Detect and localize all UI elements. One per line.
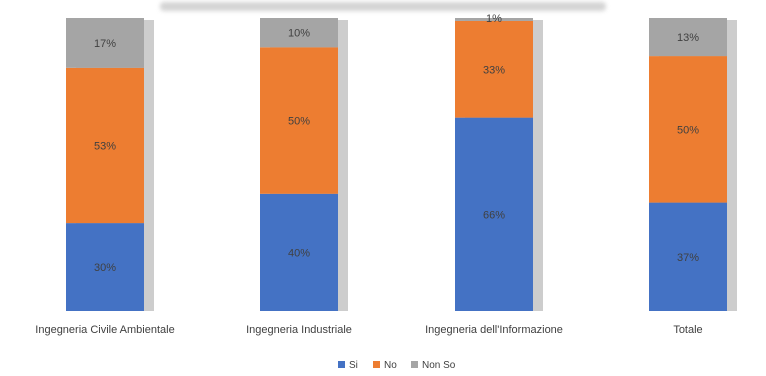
chart-title-blurred [160,2,606,11]
legend-item-si: Si [338,360,358,371]
legend-swatch-non-so [411,361,418,368]
data-label-no-ingegneria-dell-informazione: 33% [483,64,505,76]
x-tick-label-ingegneria-dell-informazione: Ingegneria dell'Informazione [425,324,563,336]
bar-segment-non-so-ingegneria-dell-informazione [455,18,533,21]
bar-segment-si-ingegneria-dell-informazione [455,117,533,312]
bar-segment-si-ingegneria-civile-ambientale [66,223,144,311]
bar-segment-no-ingegneria-industriale [260,47,338,194]
data-label-non-so-ingegneria-civile-ambientale: 17% [94,38,116,50]
legend: Si No Non So [338,360,456,371]
bar-segment-non-so-ingegneria-civile-ambientale [66,18,144,68]
bar-segment-no-totale [649,56,727,203]
data-label-non-so-ingegneria-industriale: 10% [288,28,310,40]
legend-swatch-no [373,361,380,368]
legend-label-si: Si [349,360,358,371]
legend-label-no: No [384,360,397,371]
bar-segment-no-ingegneria-dell-informazione [455,20,533,118]
legend-swatch-si [338,361,345,368]
data-label-no-ingegneria-industriale: 50% [288,116,310,128]
bar-segment-no-ingegneria-civile-ambientale [66,67,144,224]
data-label-non-so-ingegneria-dell-informazione: 1% [486,13,502,25]
legend-item-no: No [373,360,397,371]
data-label-no-ingegneria-civile-ambientale: 53% [94,140,116,152]
data-label-no-totale: 50% [677,124,699,136]
x-tick-label-ingegneria-civile-ambientale: Ingegneria Civile Ambientale [35,324,174,336]
data-label-si-ingegneria-industriale: 40% [288,247,310,259]
data-label-si-ingegneria-dell-informazione: 66% [483,209,505,221]
legend-item-non-so: Non So [411,360,456,371]
data-label-si-totale: 37% [677,252,699,264]
bar-segment-non-so-totale [649,18,727,57]
bar-segment-non-so-ingegneria-industriale [260,18,338,48]
x-tick-label-ingegneria-industriale: Ingegneria Industriale [246,324,352,336]
x-axis-labels: Ingegneria Civile Ambientale Ingegneria I… [35,324,702,336]
data-label-si-ingegneria-civile-ambientale: 30% [94,262,116,274]
bar-segment-si-totale [649,202,727,311]
bars-layer: 30% 53% 17% 40% 50% 10% 66% 33% 1% 37% 50% 13% [66,13,737,312]
data-label-non-so-totale: 13% [677,32,699,44]
legend-label-non-so: Non So [422,360,456,371]
bar-segment-si-ingegneria-industriale [260,193,338,311]
x-tick-label-totale: Totale [673,324,702,336]
